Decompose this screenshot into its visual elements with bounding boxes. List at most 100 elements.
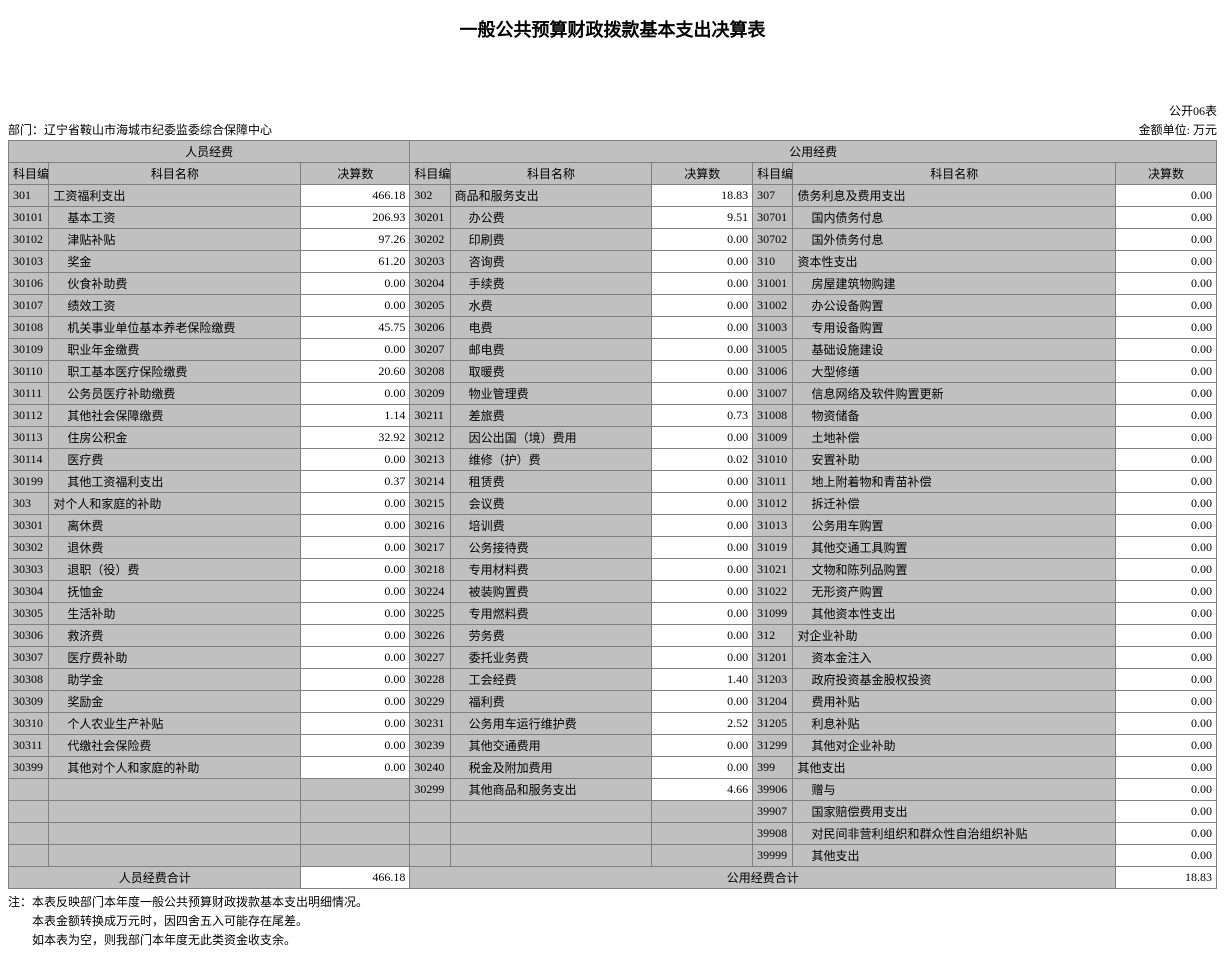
- cell: 租赁费: [450, 471, 652, 493]
- cell: 0.00: [652, 251, 753, 273]
- cell: 0.00: [1116, 647, 1217, 669]
- cell: [49, 823, 301, 845]
- cell: 30202: [410, 229, 450, 251]
- cell: 30227: [410, 647, 450, 669]
- cell: 助学金: [49, 669, 301, 691]
- cell: 0.00: [1116, 801, 1217, 823]
- cell: 30108: [9, 317, 49, 339]
- cell: 0.00: [301, 273, 410, 295]
- cell: 30303: [9, 559, 49, 581]
- cell: 奖励金: [49, 691, 301, 713]
- cell: 0.00: [652, 757, 753, 779]
- cell: 30201: [410, 207, 450, 229]
- cell: 国家赔偿费用支出: [793, 801, 1116, 823]
- cell: 30301: [9, 515, 49, 537]
- cell: 30702: [753, 229, 793, 251]
- cell: 0.00: [301, 295, 410, 317]
- cell: 0.00: [1116, 779, 1217, 801]
- cell: 文物和陈列品购置: [793, 559, 1116, 581]
- col-name-2: 科目名称: [450, 163, 652, 185]
- cell: 30199: [9, 471, 49, 493]
- cell: 31008: [753, 405, 793, 427]
- cell: [9, 823, 49, 845]
- cell: 0.00: [652, 273, 753, 295]
- cell: 医疗费: [49, 449, 301, 471]
- cell: 国内债务付息: [793, 207, 1116, 229]
- cell: 0.02: [652, 449, 753, 471]
- cell: 办公设备购置: [793, 295, 1116, 317]
- cell: 0.73: [652, 405, 753, 427]
- cell: 0.00: [1116, 515, 1217, 537]
- cell: 0.00: [301, 383, 410, 405]
- cell: 30308: [9, 669, 49, 691]
- table-row: 39908对民间非营利组织和群众性自治组织补贴0.00: [9, 823, 1217, 845]
- cell: 土地补偿: [793, 427, 1116, 449]
- cell: 30307: [9, 647, 49, 669]
- table-row: 30305生活补助0.0030225专用燃料费0.0031099其他资本性支出0…: [9, 603, 1217, 625]
- header-row-cols: 科目编码 科目名称 决算数 科目编码 科目名称 决算数 科目编码 科目名称 决算…: [9, 163, 1217, 185]
- cell: 0.00: [1116, 845, 1217, 867]
- cell: 0.00: [652, 691, 753, 713]
- cell: 30225: [410, 603, 450, 625]
- cell: 伙食补助费: [49, 273, 301, 295]
- cell: 30203: [410, 251, 450, 273]
- cell: 0.00: [1116, 317, 1217, 339]
- cell: 30229: [410, 691, 450, 713]
- cell: 0.00: [301, 493, 410, 515]
- cell: 30399: [9, 757, 49, 779]
- cell: 0.00: [1116, 471, 1217, 493]
- cell: [410, 823, 450, 845]
- cell: 30208: [410, 361, 450, 383]
- cell: 0.00: [301, 515, 410, 537]
- cell: 31099: [753, 603, 793, 625]
- table-row: 30303退职（役）费0.0030218专用材料费0.0031021文物和陈列品…: [9, 559, 1217, 581]
- cell: 0.00: [301, 449, 410, 471]
- cell: 会议费: [450, 493, 652, 515]
- cell: 18.83: [652, 185, 753, 207]
- cell: 0.00: [652, 493, 753, 515]
- cell: 0.00: [301, 691, 410, 713]
- cell: 取暖费: [450, 361, 652, 383]
- cell: 399: [753, 757, 793, 779]
- cell: 31022: [753, 581, 793, 603]
- cell: 商品和服务支出: [450, 185, 652, 207]
- cell: [410, 801, 450, 823]
- footer-line-1: 注：本表反映部门本年度一般公共预算财政拨款基本支出明细情况。: [8, 893, 1217, 912]
- cell: 0.00: [1116, 207, 1217, 229]
- cell: 救济费: [49, 625, 301, 647]
- table-row: 30113住房公积金32.9230212因公出国（境）费用0.0031009土地…: [9, 427, 1217, 449]
- cell: 0.00: [1116, 757, 1217, 779]
- cell: 30113: [9, 427, 49, 449]
- cell: 31001: [753, 273, 793, 295]
- cell: 信息网络及软件购置更新: [793, 383, 1116, 405]
- col-code-2: 科目编码: [410, 163, 450, 185]
- page-title: 一般公共预算财政拨款基本支出决算表: [8, 16, 1217, 42]
- cell: 30109: [9, 339, 49, 361]
- cell: 0.00: [1116, 603, 1217, 625]
- cell: 拆迁补偿: [793, 493, 1116, 515]
- cell: 被装购置费: [450, 581, 652, 603]
- cell: 39907: [753, 801, 793, 823]
- cell: 0.00: [301, 669, 410, 691]
- cell: [652, 801, 753, 823]
- cell: 基础设施建设: [793, 339, 1116, 361]
- cell: 0.00: [1116, 691, 1217, 713]
- cell: 0.00: [1116, 823, 1217, 845]
- cell: 办公费: [450, 207, 652, 229]
- cell: 大型修缮: [793, 361, 1116, 383]
- table-row: 30102津贴补贴97.2630202印刷费0.0030702国外债务付息0.0…: [9, 229, 1217, 251]
- header-public: 公用经费: [410, 141, 1217, 163]
- meta-row-bottom: 部门：辽宁省鞍山市海城市纪委监委综合保障中心 金额单位: 万元: [8, 121, 1217, 138]
- cell: 水费: [450, 295, 652, 317]
- cell: 无形资产购置: [793, 581, 1116, 603]
- cell: 税金及附加费用: [450, 757, 652, 779]
- cell: 31204: [753, 691, 793, 713]
- cell: 0.00: [652, 471, 753, 493]
- total-right-amount: 18.83: [1116, 867, 1217, 889]
- cell: 30311: [9, 735, 49, 757]
- cell: 31012: [753, 493, 793, 515]
- cell: 地上附着物和青苗补偿: [793, 471, 1116, 493]
- cell: 0.00: [1116, 625, 1217, 647]
- cell: 0.00: [652, 625, 753, 647]
- cell: 培训费: [450, 515, 652, 537]
